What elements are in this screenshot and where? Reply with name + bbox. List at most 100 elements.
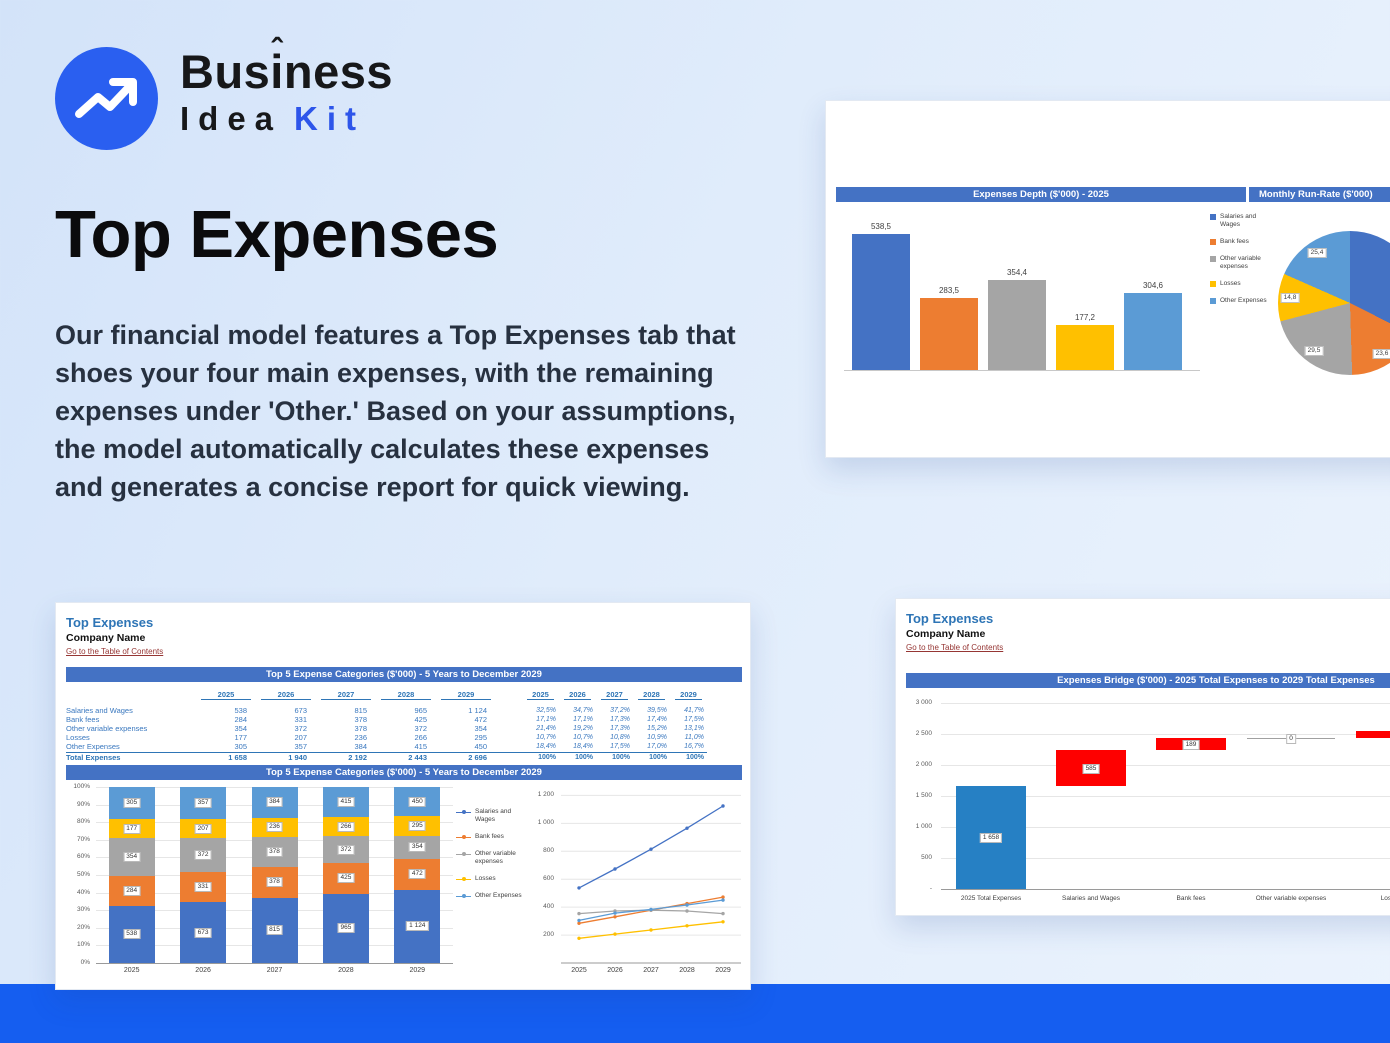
y-axis-label: 1 000: [537, 819, 554, 827]
legend-label: Salaries and Wages: [1220, 213, 1257, 228]
legend-item: Other Expenses: [1210, 297, 1272, 305]
bar-3: [1056, 325, 1114, 370]
line-chart-y-axis: 1 200 1 000 800 600 400 200: [524, 787, 556, 963]
table-header-bar: Top 5 Expense Categories ($'000) - 5 Yea…: [66, 667, 742, 682]
legend-item: Other variable expenses: [1210, 255, 1272, 271]
logo-text-part: ness: [283, 45, 393, 98]
segment-label: 450: [408, 796, 426, 807]
bar-value-label: 283,5: [938, 286, 960, 296]
segment-label: 415: [337, 797, 355, 807]
y-axis-label: 1 000: [915, 823, 932, 830]
legend-label: Losses: [475, 875, 496, 882]
segment-label: 295: [408, 821, 426, 832]
footer-accent-bar: [0, 984, 1390, 1043]
legend-label: Bank fees: [1220, 238, 1249, 245]
cell-pct: 100%: [612, 754, 630, 761]
x-axis-label: 2027: [266, 967, 283, 974]
line-marker: [649, 907, 653, 912]
cell-pct: 10,7%: [536, 734, 556, 741]
y-axis-label: 2 500: [915, 730, 932, 737]
logo: Busi ˆ ness Idea Kit: [55, 33, 393, 150]
toc-link[interactable]: Go to the Table of Contents: [906, 643, 1004, 652]
cell-value: 305: [234, 742, 247, 751]
cell-value: 425: [414, 715, 427, 724]
legend-item: Salaries and Wages: [456, 808, 528, 824]
cell-value: 2 192: [348, 753, 367, 762]
line-marker: [721, 804, 725, 808]
line-marker: [685, 924, 689, 928]
y-axis-label: 500: [921, 854, 932, 861]
cell-value: 378: [354, 715, 367, 724]
line-marker: [721, 920, 725, 924]
axis-line: [941, 889, 1390, 890]
line-marker: [721, 895, 725, 899]
legend-item: Other Expenses: [456, 892, 528, 900]
chart-legend: Salaries and Wages Bank fees Other variabl…: [456, 808, 528, 900]
cell-value: 372: [294, 724, 307, 733]
year-col-header: 2029: [675, 689, 702, 700]
toc-link[interactable]: Go to the Table of Contents: [66, 647, 164, 656]
y-axis-label: 60%: [76, 853, 90, 861]
segment-label: 378: [266, 846, 283, 857]
logo-wordmark: Busi ˆ ness Idea Kit: [180, 33, 393, 150]
y-axis-label: 3 000: [915, 699, 932, 706]
bar-value-label: 354,4: [1006, 268, 1028, 278]
legend-item: Losses: [1210, 280, 1272, 288]
segment-label: 354: [408, 842, 426, 853]
bar-0: [852, 233, 910, 370]
pie: [1278, 231, 1390, 375]
gridline: [941, 827, 1390, 828]
table-year-header: 2025 2026 2027 2028 2029 2025 2026 2027 2028 2029: [66, 689, 707, 700]
x-axis-label: 2026: [195, 967, 211, 974]
line-marker: [577, 911, 581, 916]
year-col-header: 2026: [261, 689, 311, 700]
excel-screenshot-expenses-bridge: Top Expenses Company Name Go to the Tabl…: [895, 598, 1390, 916]
legend-item: Other variable expenses: [456, 850, 528, 866]
bar-value-label: 304,6: [1142, 280, 1164, 290]
x-axis-label: 2028: [338, 967, 354, 974]
y-axis-label: 400: [543, 903, 554, 911]
cell-value: 354: [474, 724, 487, 733]
cell-value: 354: [234, 724, 247, 733]
cell-value: 207: [294, 733, 307, 742]
cell-value: 965: [414, 706, 427, 715]
cell-value: 673: [294, 706, 307, 715]
legend-item: Bank fees: [456, 833, 528, 841]
cell-pct: 17,4%: [647, 716, 667, 723]
table-row: Bank fees 284 331 378 425 472 17,1% 17,1% 17,3% 1…: [66, 715, 707, 724]
table-row: Losses 177 207 236 266 295 10,7% 10,7% 10,8% 10,9…: [66, 733, 707, 742]
x-axis-label: 2028: [679, 967, 695, 974]
bar-value-label: 177,2: [1074, 313, 1096, 323]
row-label: Salaries and Wages: [66, 706, 133, 715]
cell-value: 177: [234, 733, 247, 742]
row-label: Total Expenses: [66, 753, 121, 762]
expenses-depth-bar-chart: 538,5 283,5 354,4 177,2 304,6: [844, 201, 1200, 371]
chart-header-monthly-run-rate: Monthly Run-Rate ($'000): [1249, 187, 1390, 202]
segment-label: 236: [266, 822, 283, 833]
line-series: [578, 805, 724, 889]
legend-swatch: [1210, 239, 1216, 245]
y-axis-label: 50%: [76, 871, 90, 878]
page-title: Top Expenses: [55, 197, 499, 272]
x-axis-label: 2026: [607, 967, 623, 974]
legend-marker: [456, 876, 471, 882]
cell-pct: 21,4%: [536, 725, 556, 732]
line-marker: [613, 932, 617, 936]
cell-pct: 18,4%: [536, 743, 556, 750]
bar-4: [1124, 292, 1182, 370]
legend-label: Other Expenses: [1220, 297, 1267, 304]
logo-wordmark-idea: Idea: [180, 99, 283, 137]
pie-data-label: 29,5: [1304, 346, 1324, 356]
line-marker: [721, 911, 725, 916]
cell-pct: 15,2%: [647, 725, 667, 732]
cell-value: 415: [414, 742, 427, 751]
y-axis-label: 30%: [76, 906, 90, 914]
y-axis-label: 0%: [80, 959, 90, 966]
cell-pct: 11,0%: [684, 734, 704, 741]
bar-2: [988, 280, 1046, 370]
bar-1: [920, 298, 978, 370]
chart-header-expenses-bridge: Expenses Bridge ($'000) - 2025 Total Exp…: [906, 673, 1390, 688]
bar-value-label: 1 658: [979, 833, 1003, 844]
legend-label: Other variable expenses: [475, 850, 516, 865]
sheet-title: Top Expenses: [66, 615, 154, 630]
